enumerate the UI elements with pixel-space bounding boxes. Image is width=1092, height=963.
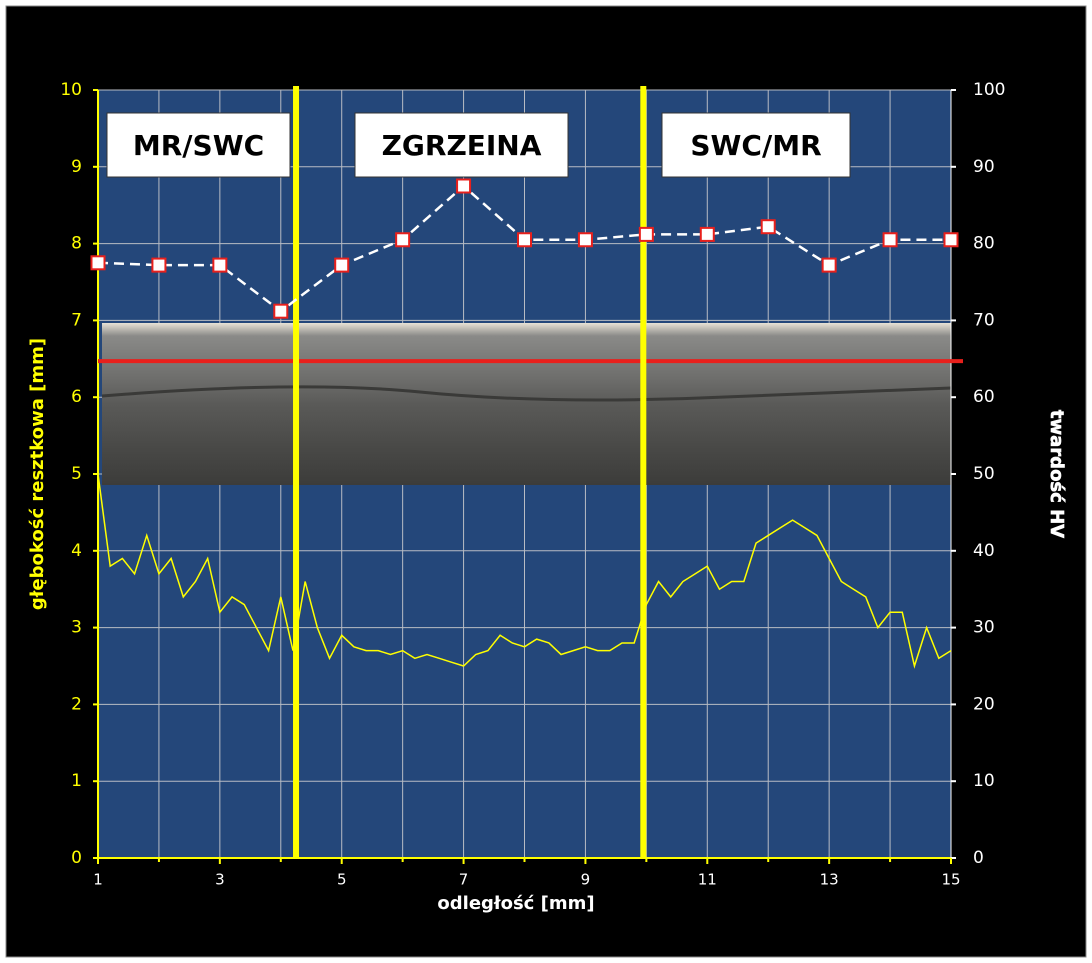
y2-tick-label: 90 [973,157,995,177]
y-tick-label: 6 [71,387,82,407]
marker [152,259,165,272]
photo [102,323,951,485]
chart: odległość [mm] głębokość resztkowa [mm] … [0,0,1092,963]
marker [274,305,287,318]
marker [457,180,470,193]
y-tick-label: 9 [71,157,82,177]
annotation: MR/SWC [133,129,264,162]
y-tick-label: 1 [71,771,82,791]
y2-tick-label: 20 [973,694,995,714]
y2-tick-label: 0 [973,848,984,868]
marker [213,259,226,272]
x-tick-label: 7 [459,871,469,889]
y-tick-label: 0 [71,848,82,868]
marker [701,228,714,241]
x-tick-label: 11 [698,871,717,889]
marker [335,259,348,272]
y-tick-label: 10 [60,80,82,100]
y-axis-title: głębokość resztkowa [mm] [27,338,48,610]
y-tick-label: 5 [71,464,82,484]
marker [518,233,531,246]
marker [945,233,958,246]
annotation: SWC/MR [690,129,821,162]
y-tick-label: 4 [71,541,82,561]
y2-tick-label: 70 [973,310,995,330]
y-tick-label: 8 [71,234,82,254]
y2-tick-label: 100 [973,80,1005,100]
y2-tick-label: 80 [973,234,995,254]
x-tick-label: 9 [581,871,591,889]
marker [579,233,592,246]
marker [823,259,836,272]
page: {"chart_data": { "type": "line", "x_labe… [0,0,1092,963]
y2-tick-label: 10 [973,771,995,791]
annotation: ZGRZEINA [382,129,542,162]
x-axis-title: odległość [mm] [437,893,594,914]
y-tick-label: 7 [71,310,82,330]
y-tick-label: 2 [71,694,82,714]
x-tick-label: 1 [93,871,103,889]
marker [762,220,775,233]
y2-tick-label: 30 [973,618,995,638]
marker [640,228,653,241]
y2-tick-label: 60 [973,387,995,407]
y2-tick-label: 40 [973,541,995,561]
y2-tick-label: 50 [973,464,995,484]
x-tick-label: 15 [941,871,960,889]
x-tick-label: 5 [337,871,347,889]
y2-axis-title: twardość HV [1046,410,1067,538]
x-tick-label: 3 [215,871,225,889]
x-tick-label: 13 [820,871,839,889]
marker [396,233,409,246]
y-tick-label: 3 [71,618,82,638]
marker [92,256,105,269]
marker [884,233,897,246]
